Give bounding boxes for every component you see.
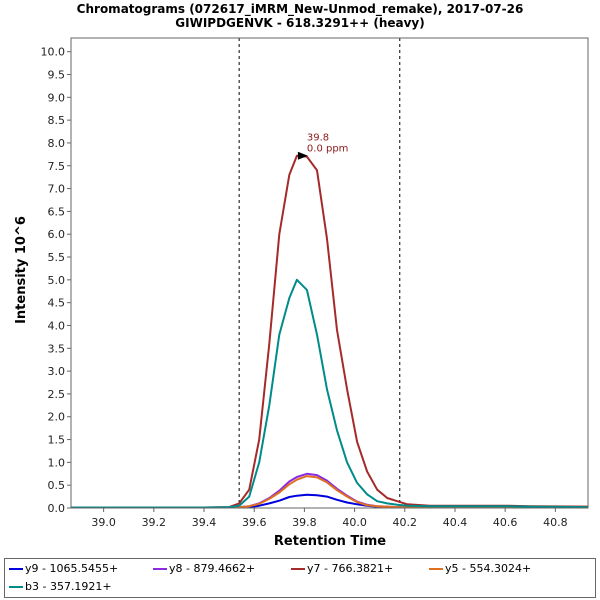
y-tick-label: 10.0 [41,46,66,59]
x-tick-label: 39.6 [242,516,267,529]
x-tick-label: 40.2 [393,516,418,529]
y-tick-label: 0.0 [48,502,66,515]
chart-legend: y9 - 1065.5455+ y8 - 879.4662+ y7 - 766.38… [4,558,596,598]
y-tick-label: 5.5 [48,251,66,264]
legend-swatch [291,568,305,570]
x-tick-label: 39.2 [142,516,167,529]
y-tick-label: 6.5 [48,205,66,218]
chart-subtitle: GIWIPDGENVK - 618.3291++ (heavy) [175,16,424,30]
y-tick-label: 4.5 [48,297,66,310]
x-axis-label: Retention Time [274,534,386,549]
series-line-y5 [71,475,588,509]
legend-swatch [9,568,23,570]
y-tick-label: 5.0 [48,274,66,287]
legend-label: y7 - 766.3821+ [307,562,394,575]
legend-label: y5 - 554.3024+ [445,562,532,575]
x-tick-label: 39.0 [91,516,116,529]
legend-swatch [9,586,23,588]
y-tick-label: 0.5 [48,479,66,492]
legend-item-b3: b3 - 357.1921+ [9,580,112,593]
y-tick-label: 6.0 [48,228,66,241]
legend-item-y7: y7 - 766.3821+ [291,562,393,575]
series-line-y8 [71,472,588,509]
legend-item-y9: y9 - 1065.5455+ [9,562,118,575]
peak-rt-label: 39.8 [307,133,329,144]
y-tick-label: 9.5 [48,69,66,82]
legend-label: y9 - 1065.5455+ [25,562,119,575]
y-tick-label: 7.0 [48,183,66,196]
legend-label: y8 - 879.4662+ [169,562,256,575]
legend-label: b3 - 357.1921+ [25,580,112,593]
y-tick-label: 4.0 [48,319,66,332]
x-tick-label: 39.8 [292,516,317,529]
legend-item-y5: y5 - 554.3024+ [429,562,531,575]
plot-frame [70,37,589,509]
y-tick-label: 3.5 [48,342,66,355]
y-tick-label: 1.5 [48,434,66,447]
y-tick-label: 8.5 [48,114,66,127]
x-tick-label: 40.0 [342,516,367,529]
x-tick-label: 40.6 [493,516,518,529]
peak-apex-marker [297,151,308,160]
x-tick-label: 40.8 [543,516,568,529]
series-line-y7 [71,154,589,509]
chromatogram-chart: Chromatograms (072617_iMRM_New-Unmod_rem… [14,2,589,549]
y-tick-label: 3.0 [48,365,66,378]
legend-swatch [153,568,167,570]
x-tick-label: 39.4 [192,516,217,529]
y-tick-label: 2.0 [48,411,66,424]
y-tick-label: 8.0 [48,137,66,150]
y-tick-label: 2.5 [48,388,66,401]
legend-item-y8: y8 - 879.4662+ [153,562,255,575]
legend-swatch [429,568,443,570]
x-tick-label: 40.4 [443,516,468,529]
y-tick-label: 9.0 [48,91,66,104]
peak-ppm-label: 0.0 ppm [307,144,349,155]
y-tick-label: 1.0 [48,456,66,469]
chart-title: Chromatograms (072617_iMRM_New-Unmod_rem… [77,2,524,17]
series-line-b3 [71,278,589,509]
y-tick-label: 7.5 [48,160,66,173]
y-axis-label: Intensity 10^6 [14,216,29,324]
